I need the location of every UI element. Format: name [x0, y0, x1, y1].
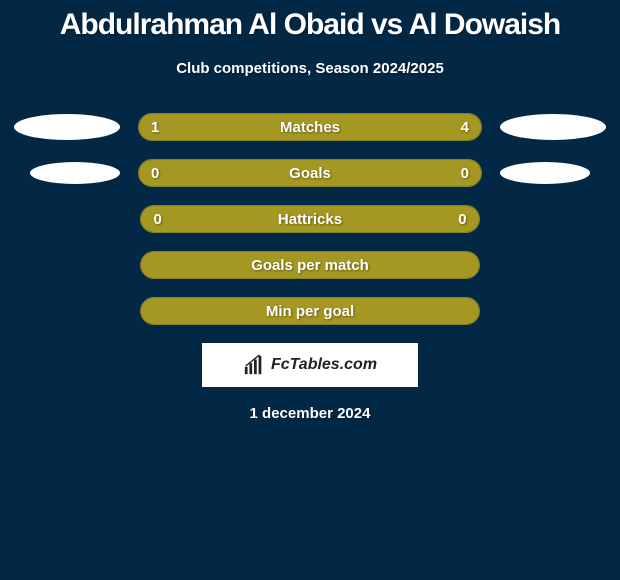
- stat-row: 0 Hattricks 0: [0, 205, 620, 233]
- stat-value-right: 4: [461, 114, 469, 140]
- bar-chart-icon: [243, 354, 265, 376]
- player-left-avatar: [30, 162, 120, 184]
- stat-label: Matches: [139, 114, 481, 140]
- stat-bar: Goals per match: [140, 251, 479, 279]
- chart-container: Abdulrahman Al Obaid vs Al Dowaish Club …: [0, 0, 620, 422]
- stat-bar: Min per goal: [140, 297, 479, 325]
- stat-bar: 0 Hattricks 0: [140, 205, 479, 233]
- stat-bar: 1 Matches 4: [138, 113, 482, 141]
- stats-rows: 1 Matches 4 0 Goals 0 0 Hattricks: [0, 113, 620, 325]
- stat-value-right: 0: [461, 160, 469, 186]
- stat-row: Goals per match: [0, 251, 620, 279]
- stat-row: 1 Matches 4: [0, 113, 620, 141]
- stat-label: Min per goal: [141, 298, 478, 324]
- page-title: Abdulrahman Al Obaid vs Al Dowaish: [0, 8, 620, 42]
- stat-row: 0 Goals 0: [0, 159, 620, 187]
- stat-row: Min per goal: [0, 297, 620, 325]
- date-text: 1 december 2024: [0, 405, 620, 422]
- player-right-avatar: [500, 162, 590, 184]
- stat-label: Goals: [139, 160, 481, 186]
- logo-text: FcTables.com: [271, 356, 377, 374]
- stat-bar: 0 Goals 0: [138, 159, 482, 187]
- stat-label: Goals per match: [141, 252, 478, 278]
- stat-value-right: 0: [458, 206, 466, 232]
- player-right-avatar: [500, 114, 606, 140]
- player-left-avatar: [14, 114, 120, 140]
- logo-box: FcTables.com: [202, 343, 418, 387]
- logo: FcTables.com: [243, 354, 377, 376]
- stat-label: Hattricks: [141, 206, 478, 232]
- page-subtitle: Club competitions, Season 2024/2025: [0, 60, 620, 77]
